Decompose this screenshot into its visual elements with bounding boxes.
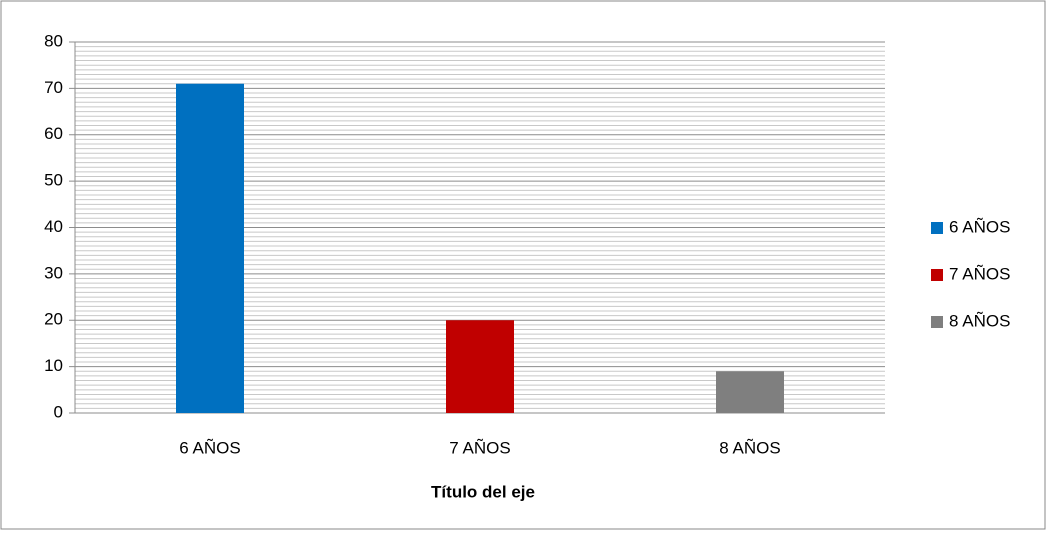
x-tick-label: 6 AÑOS [179,438,240,457]
y-tick-label: 10 [44,356,63,375]
bar [176,83,244,414]
y-tick-label: 30 [44,263,63,282]
y-tick-label: 60 [44,124,63,143]
legend-swatch [931,316,943,328]
x-tick-label: 7 AÑOS [449,438,510,457]
y-tick-label: 80 [44,31,63,50]
legend-swatch [931,222,943,234]
y-tick-label: 70 [44,78,63,97]
legend-label: 7 AÑOS [949,264,1010,283]
bar [446,320,514,413]
x-axis-title: Título del eje [431,482,535,501]
x-tick-label: 8 AÑOS [719,438,780,457]
y-tick-label: 20 [44,310,63,329]
legend-label: 6 AÑOS [949,217,1010,236]
y-tick-label: 0 [54,402,63,421]
bar [716,371,784,413]
y-tick-label: 50 [44,171,63,190]
legend-label: 8 AÑOS [949,311,1010,330]
y-tick-label: 40 [44,217,63,236]
legend-swatch [931,269,943,281]
